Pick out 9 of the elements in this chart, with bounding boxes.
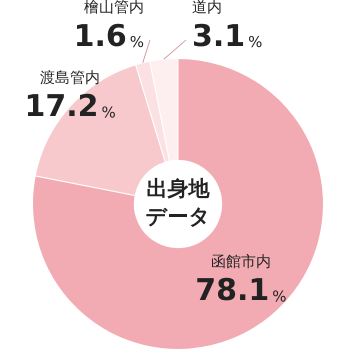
slice-label: 道内 <box>192 0 222 16</box>
slice-label: 渡島管内 <box>40 68 100 86</box>
text: 出身地データ <box>146 176 210 228</box>
slice-label: 函館市内 <box>210 252 271 270</box>
data-label: 3.1% <box>192 18 262 54</box>
data-label: 78.1% <box>195 273 286 308</box>
data-label: 1.6% <box>74 18 144 54</box>
slice-label: 檜山管内 <box>84 0 144 16</box>
data-label: 17.2% <box>24 89 116 124</box>
